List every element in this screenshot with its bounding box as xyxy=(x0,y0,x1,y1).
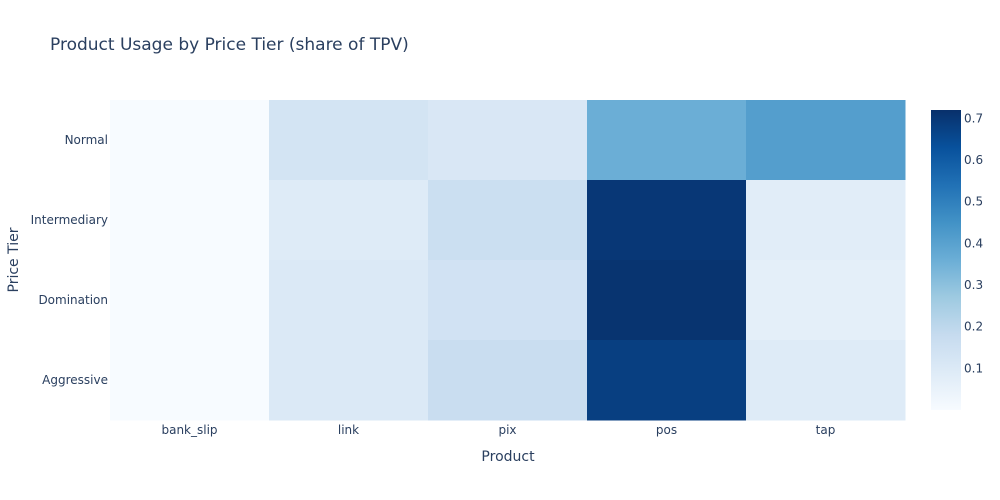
heatmap-cell-aggressive-pos xyxy=(587,340,747,421)
heatmap-cell-aggressive-tap xyxy=(746,340,906,421)
colorbar-tick-label: 0.2 xyxy=(964,320,983,334)
heatmap-cell-normal-link xyxy=(269,100,429,181)
colorbar xyxy=(931,110,961,410)
heatmap-cell-intermediary-tap xyxy=(746,180,906,261)
heatmap-cell-domination-pos xyxy=(587,260,747,341)
heatmap-cell-domination-tap xyxy=(746,260,906,341)
y-tick-label: Aggressive xyxy=(42,373,108,387)
heatmap-cell-intermediary-pix xyxy=(428,180,588,261)
heatmap-cell-normal-pos xyxy=(587,100,747,181)
colorbar-tick-label: 0.7 xyxy=(964,111,983,125)
x-tick-label: link xyxy=(338,423,359,437)
heatmap-cell-normal-pix xyxy=(428,100,588,181)
y-tick-label: Domination xyxy=(38,293,108,307)
heatmap-cell-aggressive-bank_slip xyxy=(110,340,270,421)
x-tick-label: pos xyxy=(656,423,677,437)
heatmap-cell-intermediary-bank_slip xyxy=(110,180,270,261)
y-tick-label: Normal xyxy=(65,133,108,147)
colorbar-tick-label: 0.3 xyxy=(964,278,983,292)
heatmap-cell-domination-pix xyxy=(428,260,588,341)
x-tick-label: tap xyxy=(816,423,836,437)
heatmap-cell-normal-bank_slip xyxy=(110,100,270,181)
heatmap-cell-aggressive-pix xyxy=(428,340,588,421)
x-axis-title: Product xyxy=(481,449,535,465)
colorbar-tick-label: 0.5 xyxy=(964,195,983,209)
heatmap-cell-intermediary-pos xyxy=(587,180,747,261)
chart-title: Product Usage by Price Tier (share of TP… xyxy=(50,35,409,55)
colorbar-tick-label: 0.4 xyxy=(964,236,983,250)
colorbar-ticks: 0.1 0.2 0.3 0.4 0.5 0.6 0.7 xyxy=(964,111,983,375)
x-axis-ticks: bank_slip link pix pos tap xyxy=(161,423,835,437)
x-tick-label: bank_slip xyxy=(161,423,217,437)
heatmap-cell-domination-bank_slip xyxy=(110,260,270,341)
heatmap-cells xyxy=(110,100,906,421)
heatmap-cell-normal-tap xyxy=(746,100,906,181)
heatmap-cell-intermediary-link xyxy=(269,180,429,261)
x-tick-label: pix xyxy=(498,423,516,437)
heatmap-cell-domination-link xyxy=(269,260,429,341)
y-tick-label: Intermediary xyxy=(31,213,108,227)
heatmap-cell-aggressive-link xyxy=(269,340,429,421)
y-axis-ticks: Normal Intermediary Domination Aggressive xyxy=(31,133,108,387)
colorbar-tick-label: 0.1 xyxy=(964,361,983,375)
y-axis-title: Price Tier xyxy=(6,227,22,292)
colorbar-tick-label: 0.6 xyxy=(964,153,983,167)
